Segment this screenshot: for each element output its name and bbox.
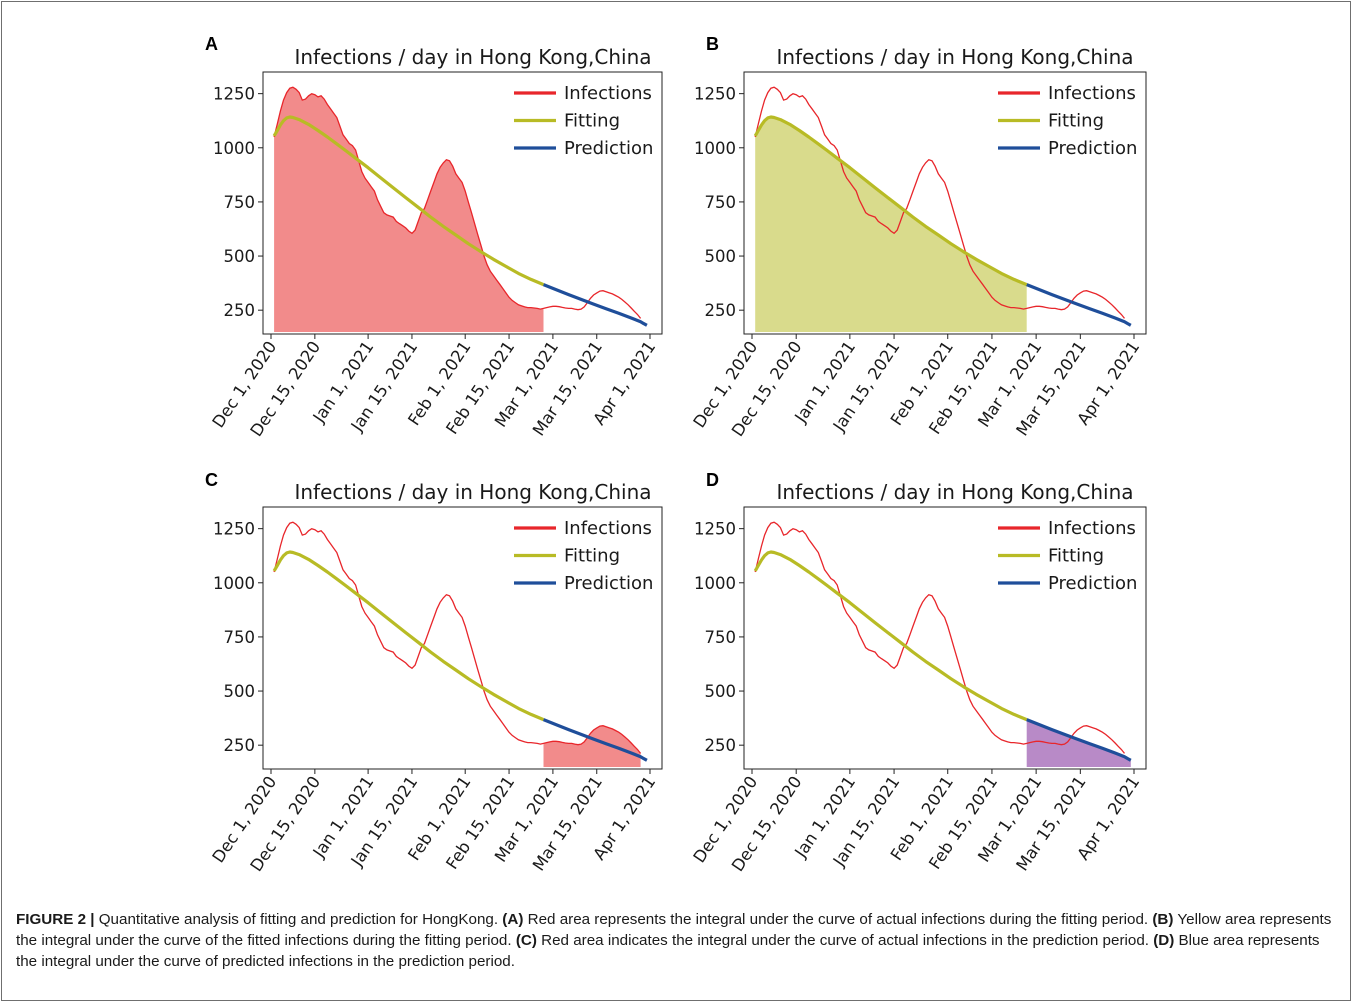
caption-text-c: Red area indicates the integral under th… — [536, 932, 1154, 949]
series-line-fitting — [272, 550, 545, 722]
series-line-fitting — [272, 115, 545, 287]
series-line-fitting — [753, 115, 1028, 287]
series-line-infections — [273, 521, 642, 754]
legend-prediction-label: Prediction — [1048, 138, 1137, 159]
panel-letter: B — [706, 34, 719, 54]
chart-title: Infections / day in Hong Kong,China — [776, 45, 1133, 69]
chart-title: Infections / day in Hong Kong,China — [294, 480, 651, 504]
series-line-prediction — [542, 283, 648, 327]
shaded-area — [755, 117, 1027, 332]
legend-prediction-label: Prediction — [564, 573, 653, 594]
legend-infections-label: Infections — [1048, 83, 1136, 104]
chart-panel-c: C Infections / day in Hong Kong,China 250 5… — [205, 470, 663, 875]
figure-caption: FIGURE 2 | Quantitative analysis of fitt… — [16, 909, 1341, 972]
caption-text-a: Red area represents the integral under t… — [523, 911, 1153, 928]
legend-fitting-label: Fitting — [564, 111, 620, 132]
y-tick-label: 1250 — [694, 85, 736, 104]
plot-frame — [743, 71, 1147, 335]
plot-frame — [262, 71, 663, 335]
panel-letter: A — [205, 34, 218, 54]
y-tick-label: 750 — [224, 628, 256, 647]
y-tick-label: 1000 — [213, 139, 255, 158]
y-tick-label: 1000 — [694, 139, 736, 158]
panel-letter: C — [205, 470, 218, 490]
series-line-infections — [754, 521, 1126, 754]
y-tick-label: 1000 — [213, 574, 255, 593]
figure-canvas: A Infections / day in Hong Kong,China 250 5… — [205, 34, 1147, 875]
y-tick-label: 750 — [705, 628, 737, 647]
series-line-infections — [273, 86, 642, 319]
y-tick-label: 1250 — [213, 520, 255, 539]
legend-infections-label: Infections — [1048, 518, 1136, 539]
caption-tag-c: (C) — [515, 932, 537, 949]
y-tick-label: 250 — [224, 301, 256, 320]
legend-fitting-label: Fitting — [564, 546, 620, 567]
y-tick-label: 1250 — [213, 85, 255, 104]
caption-tag-a: (A) — [502, 911, 524, 928]
plot-frame — [262, 506, 663, 770]
legend-infections-label: Infections — [564, 518, 652, 539]
chart-title: Infections / day in Hong Kong,China — [294, 45, 651, 69]
series-line-prediction — [542, 718, 648, 762]
y-tick-label: 500 — [705, 247, 737, 266]
legend-fitting-label: Fitting — [1048, 546, 1104, 567]
legend-infections-label: Infections — [564, 83, 652, 104]
caption-tag-d: (D) — [1153, 932, 1175, 949]
y-tick-label: 250 — [224, 736, 256, 755]
y-tick-label: 1250 — [694, 520, 736, 539]
series-line-prediction — [1026, 283, 1132, 327]
y-tick-label: 1000 — [694, 574, 736, 593]
legend-prediction-label: Prediction — [564, 138, 653, 159]
legend-prediction-label: Prediction — [1048, 573, 1137, 594]
series-line-fitting — [753, 550, 1028, 722]
y-tick-label: 750 — [224, 193, 256, 212]
caption-tag-b: (B) — [1152, 911, 1174, 928]
caption-text-d: Blue area represents the integral under … — [16, 932, 1320, 970]
legend-fitting-label: Fitting — [1048, 111, 1104, 132]
shaded-area — [543, 725, 641, 767]
chart-panel-a: A Infections / day in Hong Kong,China 250 5… — [205, 34, 663, 440]
caption-label: FIGURE 2 | — [16, 911, 95, 928]
y-tick-label: 250 — [705, 736, 737, 755]
caption-text-b: Yellow area represents the integral unde… — [16, 911, 1332, 949]
series-line-prediction — [1026, 718, 1132, 762]
plot-frame — [743, 506, 1147, 770]
chart-panel-d: D Infections / day in Hong Kong,China 250 5… — [690, 470, 1147, 875]
series-line-infections — [754, 86, 1126, 319]
y-tick-label: 500 — [224, 247, 256, 266]
chart-panel-b: B Infections / day in Hong Kong,China 250 5… — [690, 34, 1147, 440]
y-tick-label: 500 — [705, 682, 737, 701]
shaded-area — [274, 87, 544, 332]
y-tick-label: 500 — [224, 682, 256, 701]
caption-intro: Quantitative analysis of fitting and pre… — [94, 911, 503, 928]
panel-letter: D — [706, 470, 719, 490]
y-tick-label: 750 — [705, 193, 737, 212]
y-tick-label: 250 — [705, 301, 737, 320]
chart-title: Infections / day in Hong Kong,China — [776, 480, 1133, 504]
